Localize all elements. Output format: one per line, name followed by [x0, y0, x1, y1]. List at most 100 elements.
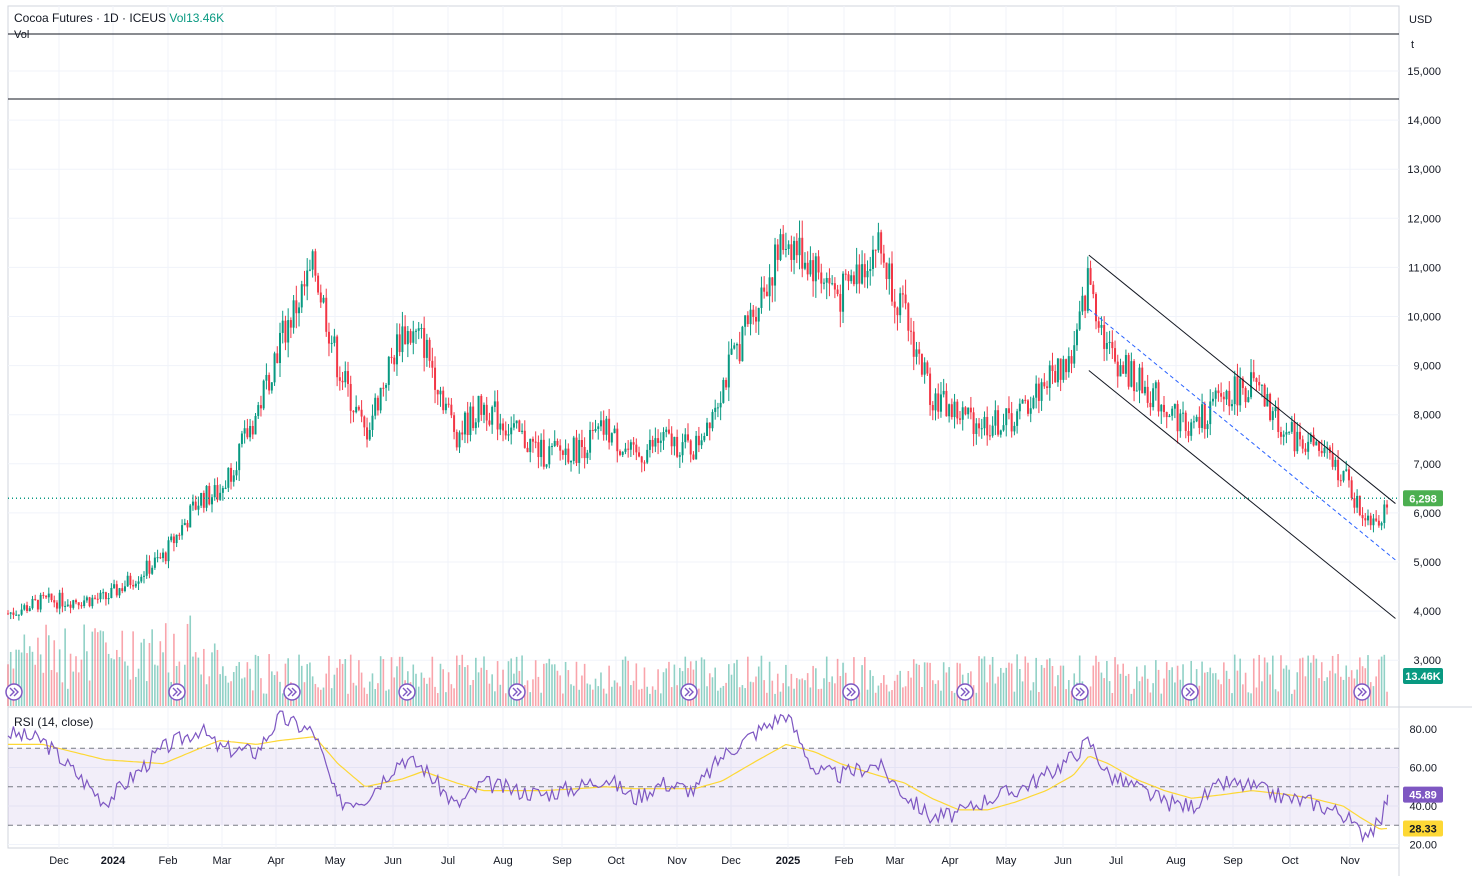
candle-body — [1138, 367, 1141, 391]
candle-body — [616, 428, 619, 452]
volume-bar — [785, 664, 787, 706]
candle-body — [825, 277, 828, 283]
candle-body — [26, 605, 29, 611]
candle-body — [461, 432, 464, 435]
candle-body — [1182, 412, 1185, 414]
volume-bar — [703, 659, 706, 706]
volume-bar — [763, 680, 765, 706]
volume-bar — [1301, 657, 1304, 706]
candle-body — [276, 353, 279, 364]
candle-body — [156, 557, 159, 559]
volume-bar — [417, 686, 420, 706]
candle-body — [284, 320, 287, 343]
candle-body — [1133, 361, 1136, 392]
volume-bar — [1378, 659, 1380, 706]
candle-body — [1062, 359, 1065, 380]
candle-body — [20, 609, 23, 615]
candle-body — [85, 597, 88, 601]
candle-body — [610, 433, 613, 443]
candle-body — [439, 390, 442, 395]
volume-bar — [978, 656, 980, 706]
volume-bar — [53, 640, 56, 706]
volume-bar — [575, 661, 578, 706]
candle-body — [1152, 388, 1155, 408]
volume-bar — [107, 653, 110, 706]
volume-bar — [347, 693, 349, 706]
candle-body — [1124, 355, 1127, 374]
candle-body — [208, 485, 211, 505]
candle-body — [254, 415, 257, 435]
candle-body — [96, 598, 99, 600]
volume-bar — [385, 690, 387, 706]
candle-body — [349, 383, 352, 411]
volume-bar — [972, 685, 975, 706]
volume-bar — [951, 690, 953, 706]
candle-body — [885, 262, 888, 280]
candle-body — [221, 488, 224, 493]
candle-body — [575, 437, 578, 463]
volume-bar — [466, 665, 469, 706]
volume-bar — [284, 663, 287, 706]
volume-bar — [1372, 686, 1375, 706]
candle-body — [537, 442, 540, 458]
candle-body — [531, 438, 534, 442]
candle-body — [450, 404, 453, 416]
volume-bar — [1285, 665, 1288, 706]
unit-label[interactable]: t — [1411, 39, 1415, 51]
volume-bar — [415, 673, 417, 706]
candle-body — [1157, 382, 1160, 412]
candle-body — [1377, 520, 1380, 526]
volume-bar — [1315, 658, 1318, 706]
candle-body — [262, 380, 265, 409]
currency-label[interactable]: USD — [1409, 14, 1433, 26]
volume-bar — [621, 659, 624, 706]
volume-bar — [396, 666, 398, 706]
volume-bar — [649, 693, 651, 706]
volume-bar — [907, 670, 910, 706]
volume-bar — [611, 686, 613, 706]
volume-bar — [1261, 681, 1263, 706]
candle-body — [659, 440, 662, 443]
volume-bar — [1204, 672, 1206, 706]
volume-bar — [45, 624, 47, 706]
candle-body — [162, 552, 165, 559]
volume-bar — [1228, 678, 1231, 706]
candle-body — [926, 362, 929, 374]
candle-body — [1206, 424, 1209, 430]
volume-bar — [502, 669, 504, 706]
candle-body — [733, 345, 736, 349]
volume-bar — [1320, 662, 1323, 706]
candle-body — [80, 605, 83, 607]
candle-body — [1010, 413, 1013, 432]
time-tick-label: May — [996, 855, 1017, 867]
chart-legend[interactable]: Cocoa Futures · 1D · ICEUS Vol13.46K — [14, 11, 224, 25]
volume-bar — [553, 664, 556, 706]
volume-bar — [937, 680, 940, 706]
volume-bar — [744, 688, 746, 706]
candle-body — [950, 404, 953, 418]
candle-body — [251, 426, 254, 435]
volume-bar — [447, 672, 450, 706]
candle-body — [1244, 388, 1247, 403]
candle-body — [1201, 404, 1204, 428]
candle-body — [31, 598, 34, 609]
volume-bar — [643, 667, 646, 706]
candle-body — [61, 592, 64, 607]
volume-bar — [640, 688, 643, 706]
candle-body — [257, 405, 260, 416]
candle-body — [186, 522, 189, 528]
candle-body — [336, 336, 339, 378]
candle-body — [99, 592, 102, 600]
volume-bar — [798, 679, 801, 706]
candle-body — [1141, 367, 1144, 394]
candle-body — [145, 560, 148, 576]
volume-bar — [349, 654, 352, 706]
candle-body — [200, 492, 203, 506]
candle-body — [1250, 372, 1253, 398]
volume-bar — [504, 693, 507, 706]
rsi-label[interactable]: RSI (14, close) — [14, 715, 94, 729]
candle-body — [428, 339, 431, 361]
volume-bar — [1242, 684, 1244, 706]
candle-body — [1198, 416, 1201, 428]
